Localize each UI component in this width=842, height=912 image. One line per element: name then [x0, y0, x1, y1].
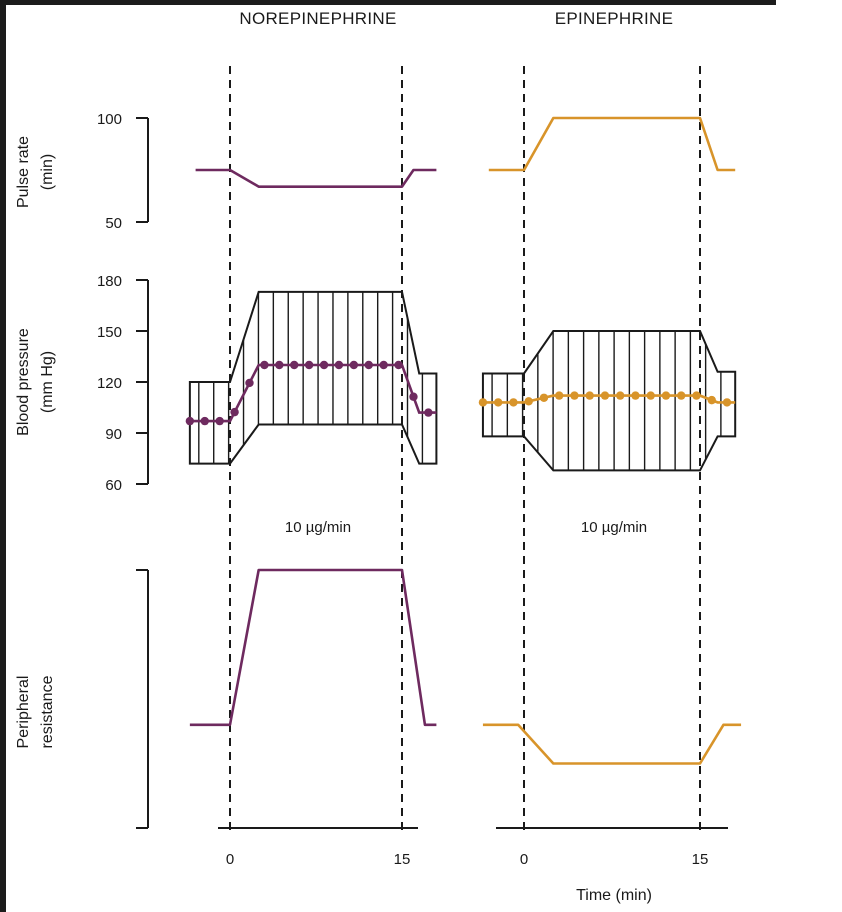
epinephrine-bp-mean-point-3	[524, 397, 533, 406]
x-axis-label: Time (min)	[576, 887, 652, 904]
norepinephrine-bp-mean-point-13	[379, 360, 388, 370]
epinephrine-bp-mean-point-13	[677, 391, 686, 400]
top-border	[0, 0, 776, 5]
x-tick-label-e-15: 15	[692, 851, 709, 868]
left-border	[0, 0, 6, 912]
epinephrine-bp-range-outline	[481, 330, 737, 472]
bp-tick-label-60: 60	[105, 477, 122, 494]
epinephrine-bp-mean-point-8	[600, 391, 610, 400]
norepinephrine-bp-range-outline	[188, 290, 438, 465]
norepinephrine-bp-mean-point-11	[349, 360, 359, 370]
bp-tick-label-120: 120	[97, 375, 122, 392]
epinephrine-bp-mean-point-12	[661, 391, 671, 400]
norepinephrine-bp-mean-point-12	[364, 360, 373, 370]
epinephrine-bp-mean-point-11	[646, 391, 655, 400]
bp-ylabel-line1: Blood pressure	[15, 328, 32, 436]
pulse-ylabel-line1: Pulse rate	[15, 136, 32, 208]
x-tick-label-ne-0: 0	[226, 851, 234, 868]
norepinephrine-bp-mean-point-9	[319, 360, 329, 370]
epinephrine-bp-mean-point-2	[509, 398, 518, 407]
x-tick-label-ne-15: 15	[394, 851, 411, 868]
bp-tick-label-150: 150	[97, 324, 122, 341]
epinephrine-resistance-line	[482, 723, 742, 765]
dose-label-epinephrine: 10 µg/min	[581, 519, 647, 536]
norepinephrine-bp-mean-line	[189, 363, 437, 423]
bp-tick-label-180: 180	[97, 273, 122, 290]
pulse-tick-label-100: 100	[97, 111, 122, 128]
epinephrine-bp-mean-point-14	[692, 391, 701, 400]
epinephrine-bp-mean-point-5	[555, 391, 564, 400]
epinephrine-bp-mean-point-9	[616, 391, 625, 400]
norepinephrine-bp-mean-point-3	[230, 407, 239, 417]
bp-tick-label-90: 90	[105, 426, 122, 443]
norepinephrine-bp-mean-point-0	[185, 416, 195, 426]
norepinephrine-bp-mean-point-7	[290, 360, 299, 370]
norepinephrine-resistance-line	[189, 568, 437, 727]
blood-pressure-ranges	[185, 290, 737, 472]
norepinephrine-bp-mean-point-1	[200, 416, 209, 426]
resistance-ylabel-line1: Peripheral	[15, 676, 32, 749]
x-tick-label-e-0: 0	[520, 851, 528, 868]
epinephrine-bp-mean-point-1	[493, 398, 503, 407]
title-norepinephrine: NOREPINEPHRINE	[239, 9, 396, 28]
norepinephrine-bp-mean-point-5	[260, 360, 269, 370]
epinephrine-bp-mean-point-10	[631, 391, 640, 400]
norepinephrine-bp-mean-point-10	[334, 360, 344, 370]
dose-label-norepinephrine: 10 µg/min	[285, 519, 351, 536]
norepinephrine-bp-mean-point-2	[215, 416, 224, 426]
epinephrine-bp-mean-point-7	[585, 391, 594, 400]
pulse-ylabel-line2: (min)	[39, 154, 56, 190]
epinephrine-pulse-line	[488, 116, 736, 172]
norepinephrine-pulse-line	[195, 168, 437, 188]
epinephrine-bp-mean-point-6	[570, 391, 579, 400]
norepinephrine-bp-mean-point-4	[245, 378, 254, 388]
norepinephrine-bp-mean-point-16	[424, 408, 433, 417]
epinephrine-bp-mean-point-15	[707, 395, 716, 405]
norepinephrine-bp-mean-point-6	[275, 360, 284, 370]
epinephrine-bp-mean-point-4	[539, 393, 549, 402]
epinephrine-bp-mean-point-16	[722, 398, 732, 407]
resistance-ylabel-line2: resistance	[39, 675, 56, 748]
title-epinephrine: EPINEPHRINE	[555, 9, 674, 28]
norepinephrine-bp-mean-point-8	[304, 360, 314, 370]
norepinephrine-bp-mean-point-15	[409, 392, 418, 401]
infusion-markers	[229, 66, 701, 832]
bp-ylabel-line2: (mm Hg)	[39, 351, 56, 413]
epinephrine-bp-mean-point-0	[478, 398, 488, 407]
data-series	[189, 116, 742, 765]
pulse-tick-label-50: 50	[105, 215, 122, 232]
norepinephrine-bp-mean-point-14	[394, 360, 403, 370]
